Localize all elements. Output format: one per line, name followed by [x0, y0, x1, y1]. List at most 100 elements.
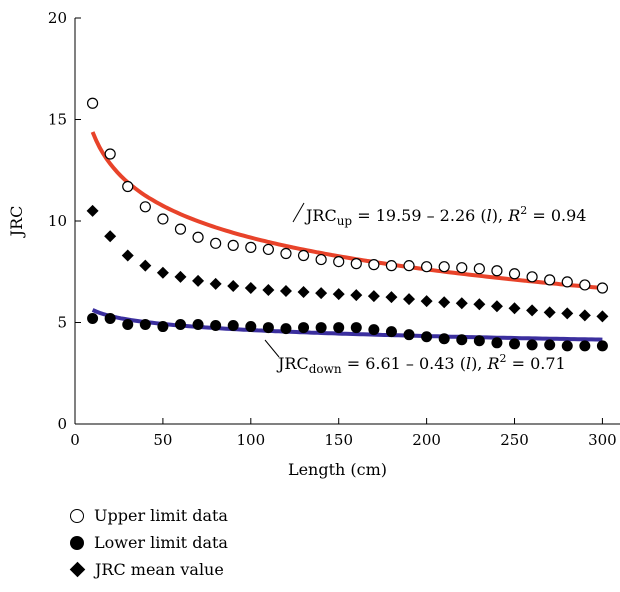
filled-circle-icon: [70, 535, 84, 550]
legend-item-lower: Lower limit data: [70, 529, 228, 556]
lower-limit-point: [210, 320, 222, 332]
upper-limit-point: [122, 180, 134, 193]
upper-limit-point: [579, 279, 591, 291]
mean-value-point: [508, 302, 521, 315]
x-tick-label: 250: [500, 431, 529, 449]
fit-lines: [90, 131, 603, 342]
mean-value-point: [438, 296, 451, 309]
x-tick-label: 200: [412, 431, 441, 449]
upper-limit-point: [403, 260, 415, 272]
mean-value-point: [86, 204, 99, 217]
mean-value-point: [403, 293, 416, 306]
mean-value-point: [455, 297, 468, 310]
mean-value-point: [121, 249, 134, 262]
mean-value-point: [297, 286, 310, 299]
upper-limit-point: [508, 268, 521, 280]
lower-limit-point: [174, 319, 186, 331]
lower-limit-point: [87, 312, 99, 324]
lower-limit-point: [561, 340, 573, 352]
x-tick-label: 50: [153, 431, 172, 449]
lower-limit-point: [280, 323, 292, 335]
upper-limit-point: [227, 239, 239, 251]
lower-limit-point: [544, 339, 556, 351]
mean-value-point: [367, 290, 380, 303]
x-tick-label: 100: [236, 431, 265, 449]
lower-fit-line: [91, 308, 603, 342]
lower-limit-point: [139, 319, 151, 331]
lower-limit-point: [104, 312, 116, 324]
mean-value-point: [596, 310, 609, 323]
lower-limit-point: [579, 340, 591, 352]
mean-value-point: [420, 295, 433, 308]
upper-limit-point: [157, 213, 169, 225]
upper-fit-leader: [292, 202, 305, 223]
lower-limit-point: [403, 329, 415, 341]
upper-limit-point: [456, 262, 468, 274]
upper-limit-point: [315, 253, 327, 266]
lower-limit-point: [245, 321, 257, 333]
x-axis-title: Length (cm): [288, 460, 387, 479]
lower-limit-point: [385, 326, 397, 338]
y-tick-label: 5: [57, 314, 67, 332]
legend: Upper limit data Lower limit data JRC me…: [69, 502, 228, 583]
data-markers: [86, 97, 609, 352]
mean-value-point: [332, 288, 345, 301]
lower-limit-point: [227, 320, 239, 332]
lower-limit-point: [157, 321, 169, 333]
mean-value-point: [490, 300, 503, 313]
upper-limit-point: [438, 261, 450, 273]
mean-value-point: [543, 306, 556, 319]
upper-limit-point: [544, 274, 556, 286]
lower-fit-label: JRCdown = 6.61 – 0.43 (l), R2 = 0.71: [276, 352, 566, 376]
lower-limit-point: [315, 322, 327, 334]
mean-value-point: [350, 289, 363, 302]
legend-item-upper: Upper limit data: [70, 502, 228, 529]
upper-limit-point: [245, 241, 257, 253]
mean-value-point: [526, 304, 539, 317]
mean-value-point: [279, 285, 292, 298]
mean-value-point: [473, 298, 486, 311]
upper-limit-point: [86, 97, 99, 109]
lower-limit-point: [526, 339, 538, 351]
upper-fit-label: JRCup = 19.59 – 2.26 (l), R2 = 0.94: [304, 204, 586, 228]
lower-limit-point: [473, 335, 485, 347]
upper-limit-point: [561, 276, 573, 288]
mean-value-point: [139, 259, 152, 272]
upper-limit-point: [104, 148, 116, 160]
y-tick-label: 0: [57, 415, 67, 433]
lower-limit-point: [192, 319, 204, 331]
lower-limit-point: [262, 322, 274, 334]
y-tick-label: 20: [48, 9, 67, 27]
y-axis-title: JRC: [7, 206, 26, 239]
x-tick-label: 300: [588, 431, 617, 449]
mean-value-point: [385, 291, 398, 304]
lower-limit-point: [596, 340, 608, 352]
upper-limit-point: [491, 265, 503, 277]
mean-value-point: [209, 277, 222, 290]
mean-value-point: [104, 230, 117, 243]
legend-item-mean: JRC mean value: [69, 556, 228, 583]
legend-label-mean: JRC mean value: [95, 560, 224, 579]
mean-value-point: [262, 284, 275, 297]
lower-limit-point: [333, 322, 345, 334]
upper-limit-point: [385, 260, 398, 272]
upper-limit-point: [262, 243, 274, 256]
lower-limit-point: [456, 334, 468, 346]
upper-limit-point: [368, 259, 380, 271]
upper-limit-point: [596, 282, 609, 294]
open-circle-icon: [70, 508, 84, 523]
lower-limit-point: [421, 331, 433, 343]
mean-value-point: [174, 270, 187, 283]
lower-limit-point: [509, 338, 521, 350]
legend-label-lower: Lower limit data: [94, 533, 228, 552]
upper-limit-point: [210, 237, 222, 249]
y-tick-label: 15: [48, 111, 67, 129]
upper-limit-point: [192, 231, 204, 243]
upper-limit-point: [297, 249, 310, 262]
upper-limit-point: [526, 271, 538, 283]
lower-limit-point: [122, 319, 134, 331]
mean-value-point: [315, 287, 328, 300]
upper-limit-point: [174, 223, 187, 235]
